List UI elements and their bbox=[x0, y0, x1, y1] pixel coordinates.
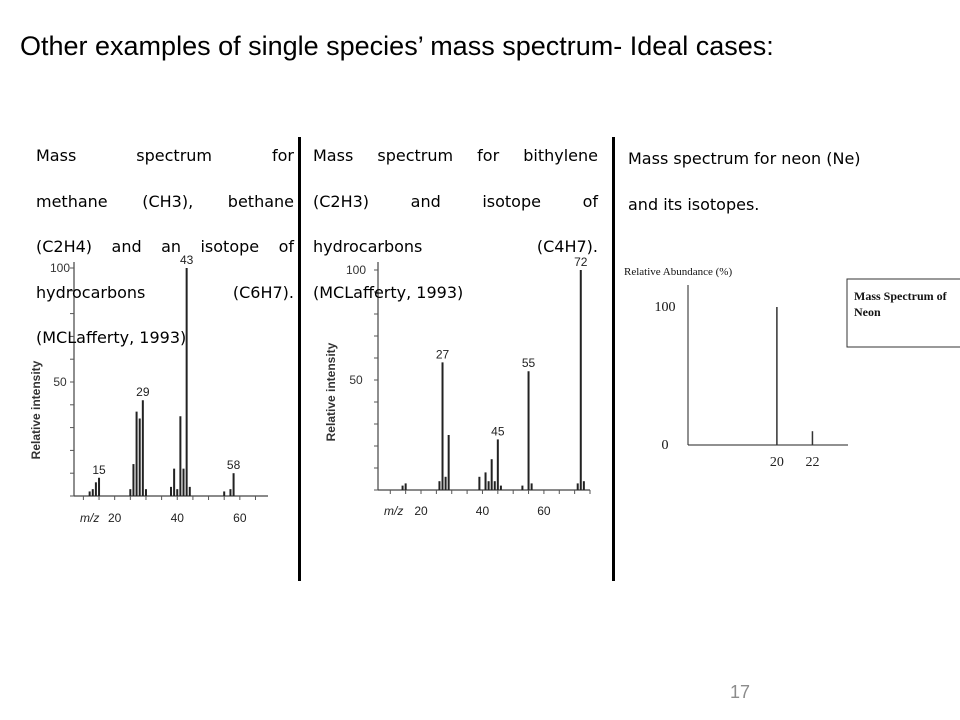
caption-line: (MCLafferty, 1993) bbox=[36, 328, 187, 347]
x-tick-label: 20 bbox=[770, 455, 784, 470]
peak-label: 45 bbox=[491, 424, 505, 438]
x-axis-label: m/z bbox=[80, 511, 99, 525]
y-tick-label: 100 bbox=[50, 261, 70, 275]
caption-line: Mass spectrum for bithylene bbox=[313, 146, 598, 165]
caption-line: hydrocarbons (C4H7). bbox=[313, 237, 598, 256]
y-axis-label: Relative intensity bbox=[29, 360, 43, 459]
peak-label: 29 bbox=[136, 385, 150, 399]
peak-label: 15 bbox=[92, 463, 106, 477]
y-tick-label: 0 bbox=[662, 438, 669, 453]
chart-title: Mass Spectrum of bbox=[854, 289, 948, 303]
x-tick-label: 40 bbox=[476, 504, 490, 518]
peak-label: 58 bbox=[227, 458, 241, 472]
caption-line: hydrocarbons (C6H7). bbox=[36, 282, 294, 302]
x-tick-label: 20 bbox=[414, 504, 428, 518]
caption-line: Mass spectrum for bbox=[36, 146, 294, 165]
x-tick-label: 40 bbox=[171, 511, 185, 525]
x-tick-label: 20 bbox=[108, 511, 122, 525]
caption-neon: Mass spectrum for neon (Ne) and its isot… bbox=[628, 136, 928, 227]
chart-title: Neon bbox=[854, 305, 881, 319]
column-divider bbox=[298, 137, 301, 581]
caption-line: (C2H4) and an isotope of bbox=[36, 237, 294, 256]
chart-title-box bbox=[846, 278, 960, 348]
peak-label: 72 bbox=[574, 255, 588, 269]
x-tick-label: 60 bbox=[233, 511, 247, 525]
slide-title: Other examples of single species’ mass s… bbox=[20, 31, 774, 61]
caption-line: Mass spectrum for neon (Ne) bbox=[628, 149, 861, 168]
peak-label: 55 bbox=[522, 356, 536, 370]
y-tick-label: 50 bbox=[53, 375, 67, 389]
caption-line: (C2H3) and isotope of bbox=[313, 191, 598, 211]
y-tick-label: 100 bbox=[655, 300, 676, 315]
caption-methane: Mass spectrum for methane (CH3), bethane… bbox=[36, 133, 294, 361]
x-tick-label: 22 bbox=[805, 455, 819, 470]
y-tick-label: 50 bbox=[349, 373, 363, 387]
slide-number: 17 bbox=[729, 682, 751, 702]
peak-label: 43 bbox=[180, 253, 194, 267]
y-tick-label: 100 bbox=[346, 263, 366, 277]
y-axis-label: Relative intensity bbox=[324, 342, 338, 441]
x-tick-label: 60 bbox=[537, 504, 551, 518]
caption-line: (MCLafferty, 1993) bbox=[313, 282, 464, 302]
x-axis-label: m/z bbox=[384, 504, 403, 518]
caption-line: and its isotopes. bbox=[628, 194, 760, 214]
caption-line: methane (CH3), bethane bbox=[36, 191, 294, 211]
peak-label: 27 bbox=[436, 347, 450, 361]
y-axis-label: Relative Abundance (%) bbox=[624, 266, 732, 278]
column-divider bbox=[612, 137, 615, 581]
caption-bithylene: Mass spectrum for bithylene (C2H3) and i… bbox=[313, 133, 598, 315]
